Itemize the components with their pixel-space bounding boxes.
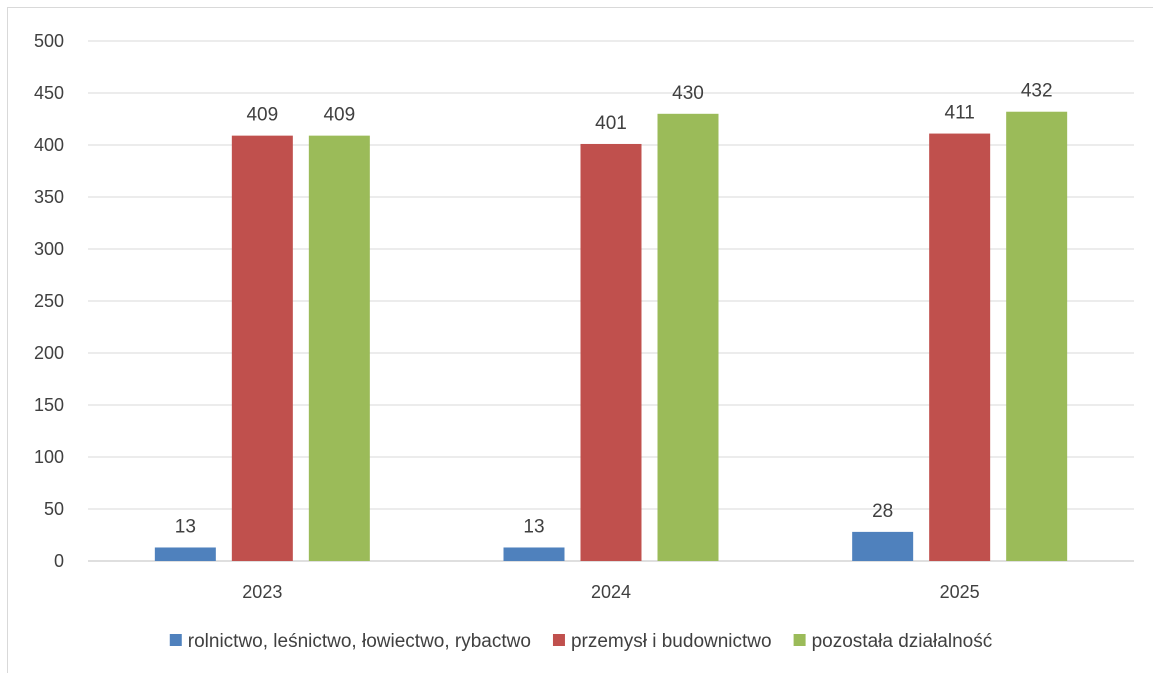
x-tick-label: 2025 (940, 582, 980, 602)
bar (308, 135, 370, 561)
data-label: 13 (175, 516, 196, 537)
data-label: 13 (523, 516, 544, 537)
legend: rolnictwo, leśnictwo, łowiectwo, rybactw… (169, 631, 993, 652)
chart-frame: 0 50 100 150 200 250 300 350 400 450 500 13 409 409 1… (7, 7, 1153, 673)
y-tick-label: 50 (44, 499, 64, 519)
y-tick-label: 200 (34, 343, 64, 363)
data-label: 409 (246, 105, 278, 126)
legend-swatch (552, 634, 565, 646)
data-label: 28 (872, 501, 893, 522)
legend-label: rolnictwo, leśnictwo, łowiectwo, rybactw… (188, 631, 531, 652)
y-tick-label: 100 (34, 447, 64, 467)
bar (154, 547, 216, 561)
data-label: 411 (945, 103, 975, 124)
y-tick-label: 450 (34, 83, 64, 103)
y-tick-label: 0 (54, 551, 64, 571)
data-label: 430 (672, 83, 704, 104)
data-label: 401 (595, 113, 627, 134)
data-label: 432 (1021, 81, 1053, 102)
y-tick-label: 500 (34, 31, 64, 51)
data-label: 409 (323, 105, 355, 126)
y-tick-label: 250 (34, 291, 64, 311)
bar (929, 133, 991, 561)
legend-label: przemysł i budownictwo (571, 631, 772, 652)
legend-item: przemysł i budownictwo (552, 631, 772, 652)
y-tick-label: 350 (34, 187, 64, 207)
bar (852, 531, 914, 561)
x-tick-label: 2024 (591, 582, 631, 602)
y-tick-label: 300 (34, 239, 64, 259)
legend-item: pozostała działalność (793, 631, 993, 652)
bars (154, 111, 1068, 562)
y-axis-ticks: 0 50 100 150 200 250 300 350 400 450 500 (34, 31, 64, 571)
bar (231, 135, 293, 561)
bar (580, 143, 642, 561)
data-labels: 13 409 409 13 401 430 28 411 432 (175, 81, 1053, 538)
legend-label: pozostała działalność (812, 631, 993, 652)
legend-swatch (169, 634, 182, 646)
legend-item: rolnictwo, leśnictwo, łowiectwo, rybactw… (169, 631, 531, 652)
bar (657, 113, 719, 562)
x-axis-ticks: 2023 2024 2025 (242, 582, 979, 602)
x-tick-label: 2023 (242, 582, 282, 602)
y-tick-label: 150 (34, 395, 64, 415)
legend-swatch (793, 634, 806, 646)
y-tick-label: 400 (34, 135, 64, 155)
bar (1006, 111, 1068, 561)
bar (503, 547, 565, 561)
